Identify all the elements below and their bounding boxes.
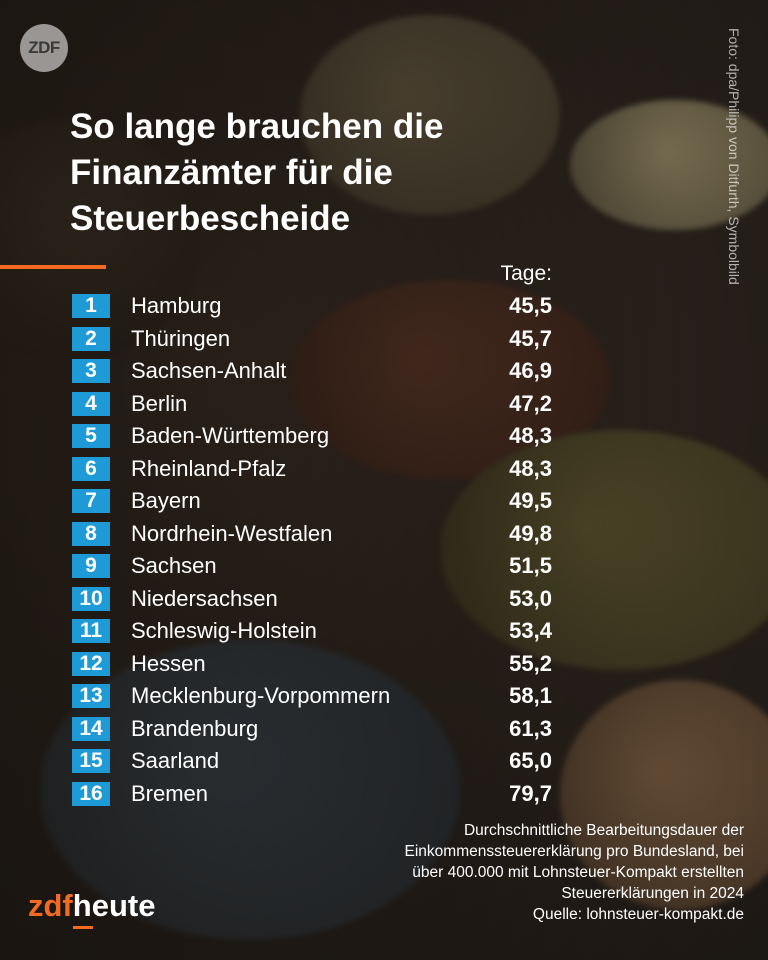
days-value: 45,5 <box>509 293 552 319</box>
days-value: 53,4 <box>509 618 552 644</box>
ranking-row: 16 Bremen 79,7 <box>72 778 562 811</box>
rank-badge: 15 <box>72 749 110 774</box>
days-value: 47,2 <box>509 390 552 416</box>
rank-badge: 2 <box>72 326 110 351</box>
state-name: Bayern <box>131 488 201 514</box>
rank-badge: 11 <box>72 619 110 644</box>
ranking-row: 14 Brandenburg 61,3 <box>72 713 562 746</box>
state-name: Bremen <box>131 780 209 806</box>
state-name: Sachsen-Anhalt <box>131 358 287 384</box>
source-line: Quelle: lohnsteuer-kompakt.de <box>532 906 744 923</box>
rank-badge: 3 <box>72 359 110 384</box>
state-name: Baden-Württemberg <box>131 423 330 449</box>
days-value: 61,3 <box>509 715 552 741</box>
ranking-row: 9 Sachsen 51,5 <box>72 550 562 583</box>
footnote-line: Steuererklärungen in 2024 <box>561 885 744 902</box>
days-value: 49,5 <box>509 488 552 514</box>
days-value: 55,2 <box>509 650 552 676</box>
rank-badge: 10 <box>72 586 110 611</box>
state-name: Schleswig-Holstein <box>131 618 317 644</box>
ranking-row: 1 Hamburg 45,5 <box>72 290 562 323</box>
rank-badge: 12 <box>72 651 110 676</box>
rank-badge: 1 <box>72 294 110 319</box>
days-value: 58,1 <box>509 683 552 709</box>
rank-badge: 14 <box>72 716 110 741</box>
rank-badge: 5 <box>72 424 110 449</box>
ranking-row: 4 Berlin 47,2 <box>72 388 562 421</box>
rank-badge: 16 <box>72 781 110 806</box>
state-name: Brandenburg <box>131 715 259 741</box>
state-name: Hamburg <box>131 293 222 319</box>
state-name: Hessen <box>131 650 206 676</box>
state-name: Nordrhein-Westfalen <box>131 520 333 546</box>
brand-heute: heute <box>72 888 156 923</box>
photo-credit: Foto: dpa/Philipp von Ditfurth, Symbolbi… <box>726 28 742 285</box>
days-value: 49,8 <box>509 520 552 546</box>
ranking-row: 3 Sachsen-Anhalt 46,9 <box>72 355 562 388</box>
days-value: 46,9 <box>509 358 552 384</box>
zdf-logo: ZDF <box>20 24 68 72</box>
days-value: 48,3 <box>509 423 552 449</box>
brand-zdf: zdf <box>28 888 73 923</box>
state-name: Saarland <box>131 748 220 774</box>
state-name: Sachsen <box>131 553 217 579</box>
ranking-row: 12 Hessen 55,2 <box>72 648 562 681</box>
ranking-row: 15 Saarland 65,0 <box>72 745 562 778</box>
column-label-tage: Tage: <box>500 262 552 285</box>
ranking-list: 1 Hamburg 45,5 2 Thüringen 45,7 3 Sachsen-Anhal… <box>72 290 562 810</box>
days-value: 45,7 <box>509 325 552 351</box>
rank-badge: 13 <box>72 684 110 709</box>
days-value: 48,3 <box>509 455 552 481</box>
ranking-row: 6 Rheinland-Pfalz 48,3 <box>72 453 562 486</box>
days-value: 53,0 <box>509 585 552 611</box>
state-name: Rheinland-Pfalz <box>131 455 287 481</box>
footnote-line: über 400.000 mit Lohnsteuer-Kompakt erst… <box>412 864 744 881</box>
ranking-row: 10 Niedersachsen 53,0 <box>72 583 562 616</box>
state-name: Berlin <box>131 390 188 416</box>
state-name: Thüringen <box>131 325 231 351</box>
days-value: 79,7 <box>509 780 552 806</box>
state-name: Niedersachsen <box>131 585 278 611</box>
rank-badge: 4 <box>72 391 110 416</box>
ranking-row: 13 Mecklenburg-Vorpommern 58,1 <box>72 680 562 713</box>
page-title: So lange brauchen die Finanzämter für di… <box>70 107 444 238</box>
footnote-line: Einkommenssteuererklärung pro Bundesland… <box>404 843 744 860</box>
footnote-line: Durchschnittliche Bearbeitungsdauer der <box>463 822 744 839</box>
ranking-row: 11 Schleswig-Holstein 53,4 <box>72 615 562 648</box>
days-value: 51,5 <box>509 553 552 579</box>
ranking-row: 8 Nordrhein-Westfalen 49,8 <box>72 518 562 551</box>
rank-badge: 6 <box>72 456 110 481</box>
ranking-row: 2 Thüringen 45,7 <box>72 323 562 356</box>
rank-badge: 7 <box>72 489 110 514</box>
ranking-row: 5 Baden-Württemberg 48,3 <box>72 420 562 453</box>
rank-badge: 9 <box>72 554 110 579</box>
days-value: 65,0 <box>509 748 552 774</box>
footnote: Durchschnittliche Bearbeitungsdauer der … <box>304 820 744 925</box>
state-name: Mecklenburg-Vorpommern <box>131 683 391 709</box>
rank-badge: 8 <box>72 521 110 546</box>
accent-divider <box>0 265 106 269</box>
zdfheute-logo: zdfheute <box>28 888 155 924</box>
ranking-row: 7 Bayern 49,5 <box>72 485 562 518</box>
